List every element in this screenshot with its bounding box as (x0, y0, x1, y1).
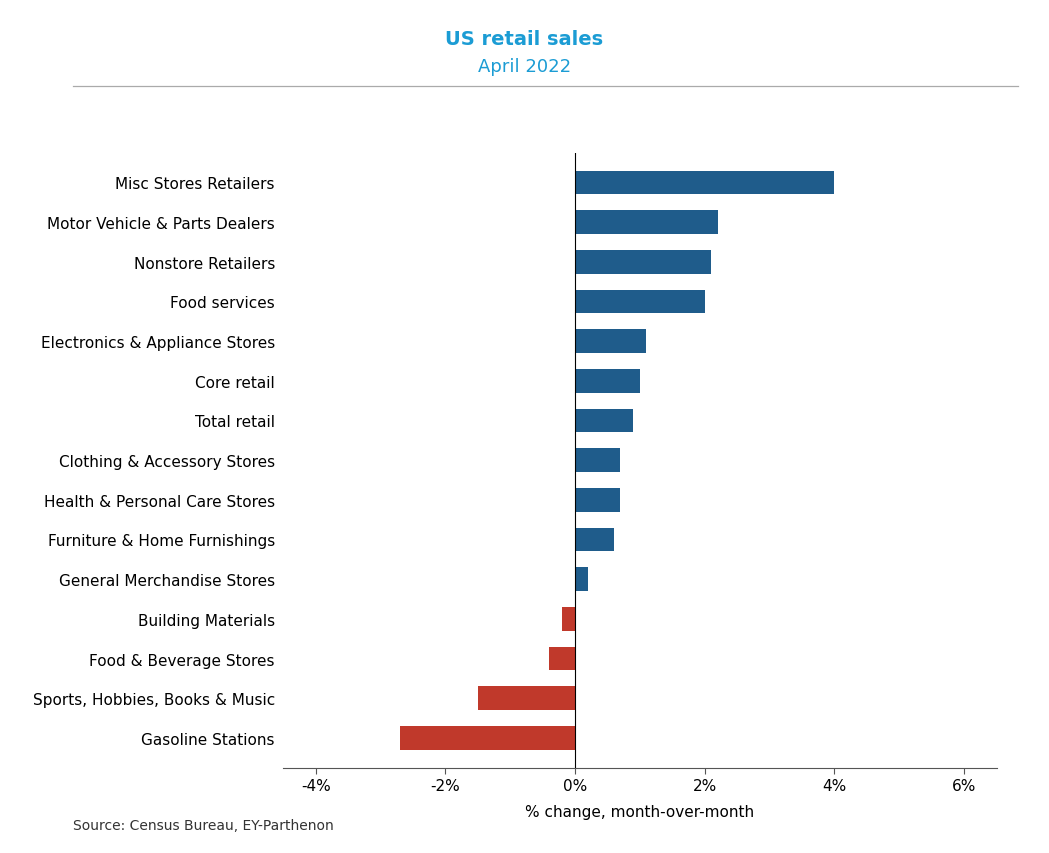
Bar (575, 211, 718, 235)
Bar (575, 489, 620, 512)
Bar (575, 449, 620, 473)
Bar (575, 369, 640, 393)
Bar (549, 647, 575, 670)
Bar (575, 290, 705, 314)
Bar (575, 330, 646, 354)
X-axis label: % change, month-over-month: % change, month-over-month (526, 804, 754, 819)
Bar (575, 251, 711, 275)
Bar (562, 607, 575, 631)
Bar (400, 726, 575, 750)
Bar (477, 687, 575, 711)
Bar (575, 171, 834, 195)
Text: April 2022: April 2022 (478, 58, 571, 76)
Text: US retail sales: US retail sales (446, 30, 603, 49)
Bar (575, 528, 614, 552)
Text: Source: Census Bureau, EY-Parthenon: Source: Census Bureau, EY-Parthenon (73, 818, 335, 832)
Bar (575, 567, 588, 591)
Bar (575, 409, 634, 432)
